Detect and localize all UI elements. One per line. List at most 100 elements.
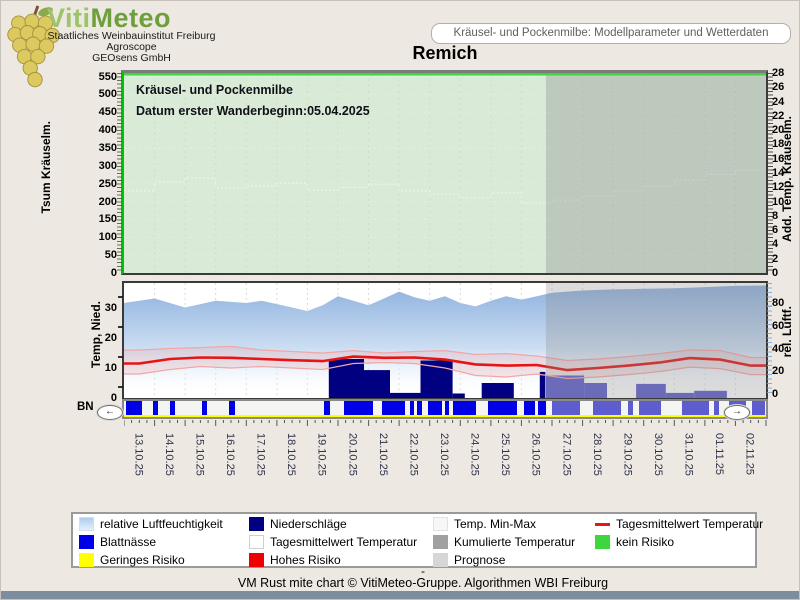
axis-tick-label: 22 [772,109,785,122]
scroll-left-button[interactable]: ← [97,405,123,420]
leaf-wetness-bar [681,401,710,417]
axis-tick-label: 20 [772,365,785,378]
axis-tick-label: 10 [772,195,785,208]
legend-item-gray: Kumulierte Temperatur [433,535,595,549]
date-label: 15.10.25 [193,433,206,476]
x-axis-ticks [124,420,767,426]
temp-min-line [124,361,766,380]
date-label: 27.10.25 [560,433,573,476]
risk-status-line [124,73,766,76]
axis-tick-label: 350 [98,142,117,154]
axis-tick-label: 4 [772,238,779,251]
axis-tick-label: 450 [98,106,117,119]
model-parameter-label: Kräusel- und Pockenmilbe: Modellparamete… [431,23,791,44]
legend-label: relative Luftfeuchtigkeit [100,517,223,531]
legend-item-wetness: Blattnässe [79,535,249,549]
leaf-wetness-bar [324,401,331,417]
forecast-overlay-weather [545,283,766,398]
legend-item-lightgray: Prognose [433,553,595,567]
axis-tick-label: 6 [772,224,779,237]
migration-start-date: Datum erster Wanderbeginn:05.04.2025 [136,104,370,118]
axis-tick-label: 28 [772,67,785,79]
precip-bar [481,383,514,398]
date-label: 01.11.25 [713,433,726,476]
legend-label: Tagesmittelwert Temperatur [616,517,764,531]
date-label: 17.10.25 [254,433,267,476]
page-title: Remich [412,43,478,63]
bottom-bar [1,591,799,599]
leaf-wetness-bar [714,401,719,417]
leaf-wetness-strip [122,399,768,419]
scroll-right-button[interactable]: → [724,405,750,420]
red-swatch-icon [249,553,264,567]
axis-tick-label: 40 [772,342,785,355]
axis-tick-label: 250 [98,177,117,190]
date-label: 21.10.25 [376,433,389,476]
date-label: 22.10.25 [407,433,420,476]
leaf-wetness-bar [417,401,423,417]
axis-tick-label: 50 [104,249,117,262]
leaf-wetness-bar [201,401,208,417]
date-label: 26.10.25 [529,433,542,476]
axis-tick-label: 0 [110,267,117,279]
leaf-wetness-bar [409,401,415,417]
leaf-wetness-label: BN [77,401,94,413]
org-line-2: Agroscope [106,41,157,53]
axis-tick-label: 14 [772,167,785,179]
axis-tick-label: 10 [104,362,117,374]
forecast-overlay-upper [545,73,766,273]
leaf-wetness-bar [538,401,546,417]
axis-tick-label: 80 [772,297,785,309]
brand-viti: Viti [47,3,91,33]
axis-tick-label: 150 [98,213,117,226]
leaf-wetness-bar [639,401,661,417]
date-label: 18.10.25 [285,433,298,476]
precip-swatch-icon [249,517,264,531]
humidity-swatch-icon [79,517,94,531]
legend-label: Kumulierte Temperatur [454,535,576,549]
mite-model-title: Kräusel- und Pockenmilbe [136,83,293,97]
brand-meteo: Meteo [90,3,172,33]
wetness-swatch-icon [79,535,94,549]
precip-bar [452,393,465,398]
yellow-swatch-icon [79,553,94,567]
addtemp-minor-ticks [768,73,773,273]
leaf-wetness-bar [628,401,633,417]
precip-bar [364,370,390,398]
precip-bar-forecast [584,383,607,398]
legend-item-yellow: Geringes Risiko [79,553,249,567]
legend-item-white: Tagesmittelwert Temperatur [249,535,433,549]
date-label: 23.10.25 [438,433,450,476]
legend-label: Niederschläge [270,517,347,531]
date-label: 25.10.25 [499,433,512,476]
redline-swatch-icon [595,523,610,526]
leaf-wetness-bar [125,401,143,417]
axis-tick-label: 0 [772,267,779,279]
legend-label: Tagesmittelwert Temperatur [270,535,418,549]
precip-bar-forecast [694,390,727,398]
mite-model-canvas [124,73,766,273]
brand-title: VitiMeteo [47,3,171,34]
tsum-minor-ticks [117,73,122,273]
axis-tick-label: 20 [104,332,117,344]
precip-bar [420,360,453,398]
axis-tick-label: 2 [772,252,779,265]
org-lines: Staatliches Weinbauinstitut Freiburg Agr… [29,31,234,64]
axis-tick-label: 100 [98,231,117,244]
axis-title-tsum: Tsum Kräuselm. [39,121,53,214]
leaf-wetness-bar [229,401,235,417]
precip-bar-forecast [665,392,695,398]
leaf-wetness-bar [344,401,374,417]
date-label: 28.10.25 [590,433,603,476]
axis-tick-label: 300 [98,159,117,172]
minmax-swatch-icon [433,517,448,531]
humidity-area [124,285,766,398]
axis-tick-label: 24 [772,95,785,108]
leaf-wetness-bar [452,401,476,417]
axis-tick-label: 200 [98,195,117,208]
date-label: 16.10.25 [224,433,236,476]
cumulated-temp-line [124,169,766,204]
legend-label: kein Risiko [616,535,675,549]
lightgray-swatch-icon [433,553,448,567]
